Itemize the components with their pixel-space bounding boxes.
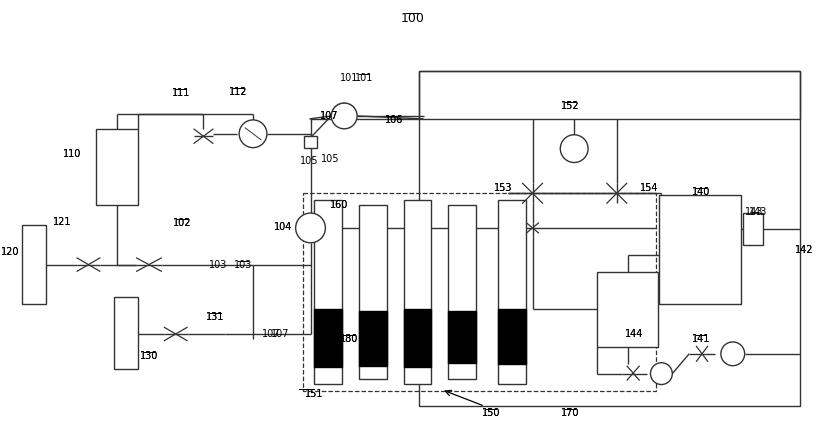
- Bar: [359, 311, 387, 366]
- Text: 141: 141: [692, 334, 710, 344]
- Text: 143: 143: [744, 207, 763, 217]
- Circle shape: [650, 363, 672, 385]
- Text: 151: 151: [305, 389, 323, 399]
- Text: 102: 102: [174, 218, 192, 228]
- Text: 106: 106: [385, 115, 403, 125]
- Text: 130: 130: [140, 351, 158, 361]
- Text: 104: 104: [274, 222, 292, 232]
- Text: 112: 112: [229, 87, 247, 97]
- Bar: [404, 309, 432, 367]
- Bar: [659, 195, 740, 304]
- Bar: [498, 200, 526, 384]
- Text: 103: 103: [209, 260, 227, 270]
- Circle shape: [296, 213, 325, 243]
- Text: 160: 160: [330, 200, 349, 210]
- Text: 180: 180: [340, 334, 359, 344]
- Text: 170: 170: [561, 408, 580, 418]
- Text: 150: 150: [482, 408, 500, 418]
- Text: 120: 120: [1, 247, 19, 257]
- Text: 111: 111: [171, 88, 190, 98]
- Circle shape: [560, 135, 588, 162]
- Text: 111: 111: [171, 88, 190, 98]
- Text: 140: 140: [692, 187, 710, 197]
- Text: 120: 120: [1, 247, 19, 257]
- Text: 107: 107: [261, 329, 280, 339]
- Bar: [743, 213, 762, 245]
- Text: 151: 151: [305, 389, 323, 399]
- Text: 142: 142: [795, 245, 814, 255]
- Text: 143: 143: [749, 207, 767, 217]
- Bar: [304, 136, 318, 148]
- Text: 121: 121: [53, 217, 71, 227]
- Bar: [498, 309, 526, 364]
- Text: 153: 153: [494, 183, 513, 193]
- Text: 180: 180: [340, 334, 359, 344]
- Text: 107: 107: [320, 111, 338, 121]
- Text: 121: 121: [53, 217, 71, 227]
- Text: 131: 131: [206, 312, 224, 322]
- Text: 100: 100: [400, 12, 424, 25]
- Text: 170: 170: [561, 408, 580, 418]
- Text: 141: 141: [692, 334, 710, 344]
- Text: 144: 144: [625, 329, 644, 339]
- Text: 107: 107: [320, 111, 338, 121]
- Bar: [22, 225, 46, 304]
- Text: 153: 153: [494, 183, 513, 193]
- Text: 140: 140: [692, 187, 710, 197]
- Text: 112: 112: [229, 87, 247, 97]
- Circle shape: [239, 120, 267, 148]
- Text: 142: 142: [795, 245, 814, 255]
- Bar: [419, 71, 800, 407]
- Text: 152: 152: [561, 101, 580, 111]
- Text: 105: 105: [321, 154, 340, 164]
- Bar: [404, 200, 432, 384]
- Text: 101: 101: [340, 73, 359, 83]
- Text: 154: 154: [640, 183, 658, 193]
- Bar: [314, 309, 342, 367]
- Text: 154: 154: [640, 183, 658, 193]
- Text: 130: 130: [140, 351, 158, 361]
- Bar: [448, 205, 476, 378]
- Text: 152: 152: [561, 101, 580, 111]
- Text: 131: 131: [206, 312, 224, 322]
- Text: 144: 144: [625, 329, 644, 339]
- Text: 160: 160: [330, 200, 349, 210]
- Text: 150: 150: [482, 408, 500, 418]
- Text: 104: 104: [274, 222, 292, 232]
- Bar: [448, 311, 476, 363]
- Text: 102: 102: [174, 218, 192, 228]
- Bar: [597, 271, 658, 347]
- Text: 110: 110: [63, 149, 82, 159]
- Circle shape: [332, 103, 357, 129]
- Bar: [314, 200, 342, 384]
- Circle shape: [721, 342, 744, 366]
- Text: 110: 110: [63, 149, 82, 159]
- Bar: [115, 297, 138, 369]
- Text: 107: 107: [271, 329, 289, 339]
- Text: 101: 101: [355, 73, 373, 83]
- Text: 103: 103: [234, 260, 252, 270]
- Bar: [359, 205, 387, 378]
- Text: 106: 106: [385, 115, 403, 125]
- Text: 105: 105: [301, 156, 319, 165]
- Bar: [97, 129, 138, 205]
